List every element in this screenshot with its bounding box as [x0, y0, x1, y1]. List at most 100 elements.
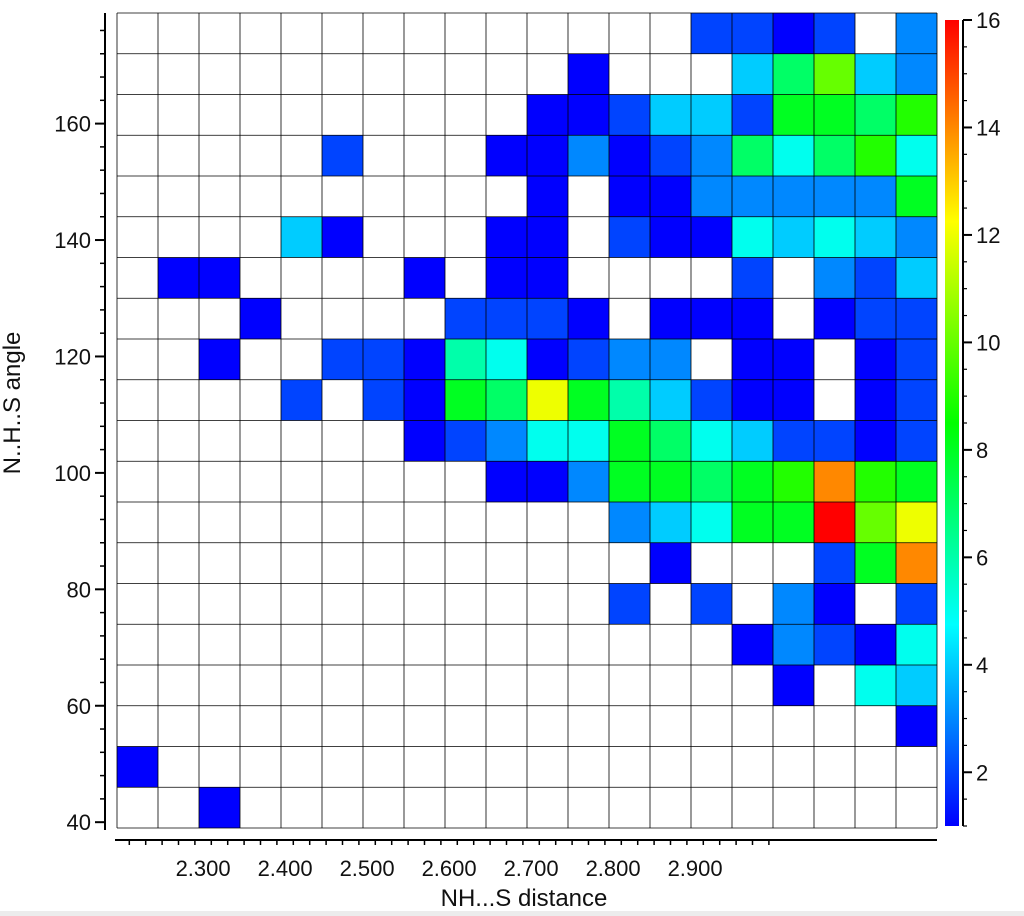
heatmap-cell [691, 583, 732, 625]
heatmap-cell [527, 94, 568, 136]
heatmap-cell [896, 339, 937, 380]
heatmap-cell [732, 13, 773, 54]
colorbar-tick-label: 8 [976, 438, 988, 463]
heatmap-cell [527, 379, 568, 421]
heatmap-cell [773, 583, 814, 625]
heatmap-cell [568, 379, 609, 421]
y-tick-label: 120 [54, 344, 91, 369]
heatmap-cell [404, 339, 445, 380]
heatmap-cell [855, 339, 896, 380]
heatmap-cell [568, 298, 609, 339]
heatmap-cell [855, 135, 896, 176]
heatmap-cell [896, 542, 937, 584]
heatmap-cell [896, 176, 937, 217]
heatmap-cell [773, 216, 814, 258]
heatmap-cell [445, 298, 486, 339]
heatmap-cell [445, 339, 486, 380]
heatmap-cell [896, 379, 937, 421]
heatmap-cell [568, 94, 609, 136]
heatmap-cell [896, 502, 937, 543]
heatmap-cell [896, 705, 937, 747]
heatmap-cell [691, 379, 732, 421]
heatmap-cell [855, 542, 896, 584]
heatmap-cell [773, 502, 814, 543]
heatmap-cell [691, 216, 732, 258]
heatmap-cell [445, 420, 486, 462]
heatmap-cell [650, 339, 691, 380]
heatmap-gridlines [116, 12, 938, 829]
heatmap-cell [773, 461, 814, 502]
colorbar-tick-label: 2 [976, 760, 988, 785]
heatmap-cell [732, 53, 773, 95]
heatmap-cell [240, 298, 281, 339]
heatmap-cell [404, 257, 445, 299]
heatmap-cell [199, 339, 240, 380]
heatmap-cell [281, 216, 322, 258]
heatmap-cell [814, 216, 855, 258]
heatmap-cell [896, 420, 937, 462]
heatmap-cell [650, 94, 691, 136]
colorbar: 2 4 6 8 10 12 16 14 [945, 8, 1000, 827]
heatmap-cell [855, 176, 896, 217]
heatmap-cell [732, 216, 773, 258]
heatmap-cells [117, 13, 937, 828]
colorbar-tick-label: 4 [976, 653, 988, 678]
heatmap-cell [404, 379, 445, 421]
heatmap-cell [609, 379, 650, 421]
heatmap-cell [527, 257, 568, 299]
heatmap-cell [814, 461, 855, 502]
heatmap-cell [691, 176, 732, 217]
x-tick-label: 2.500 [340, 856, 395, 881]
heatmap-cell [732, 420, 773, 462]
heatmap-cell [855, 624, 896, 665]
heatmap-cell [855, 94, 896, 136]
heatmap-cell [732, 339, 773, 380]
heatmap-cell [445, 379, 486, 421]
heatmap-cell [609, 94, 650, 136]
heatmap-cell [322, 135, 363, 176]
heatmap-cell [855, 502, 896, 543]
y-axis-label: N..H..S angle [0, 332, 26, 475]
heatmap-cell [322, 216, 363, 258]
heatmap-cell [814, 624, 855, 665]
heatmap-cell [281, 379, 322, 421]
x-axis-label: NH...S distance [441, 885, 608, 911]
heatmap-cell [814, 257, 855, 299]
heatmap-cell [650, 420, 691, 462]
heatmap-cell [322, 339, 363, 380]
heatmap-cell [650, 502, 691, 543]
heatmap-cell [814, 176, 855, 217]
heatmap-cell [773, 624, 814, 665]
heatmap-cell [691, 420, 732, 462]
heatmap-cell [855, 257, 896, 299]
heatmap-cell [855, 461, 896, 502]
x-tick-label: 2.700 [504, 856, 559, 881]
heatmap-cell [773, 665, 814, 706]
heatmap-cell [691, 94, 732, 136]
heatmap-cell [732, 379, 773, 421]
heatmap-cell [650, 542, 691, 584]
heatmap-cell [486, 461, 527, 502]
heatmap-cell [650, 216, 691, 258]
heatmap-cell [404, 420, 445, 462]
y-tick-label: 160 [54, 112, 91, 137]
heatmap-cell [814, 53, 855, 95]
heatmap-cell [691, 135, 732, 176]
heatmap-cell [814, 420, 855, 462]
heatmap-cell [691, 13, 732, 54]
heatmap-cell [486, 420, 527, 462]
heatmap-cell [896, 298, 937, 339]
heatmap-cell [650, 379, 691, 421]
colorbar-tick-label: 6 [976, 545, 988, 570]
heatmap-cell [527, 339, 568, 380]
colorbar-tick-label: 10 [976, 330, 1000, 355]
heatmap-cell [773, 13, 814, 54]
heatmap-cell [527, 420, 568, 462]
heatmap-cell [814, 94, 855, 136]
colorbar-gradient [945, 20, 959, 826]
heatmap-cell [568, 339, 609, 380]
y-tick-label: 80 [67, 577, 91, 602]
heatmap-cell [855, 216, 896, 258]
